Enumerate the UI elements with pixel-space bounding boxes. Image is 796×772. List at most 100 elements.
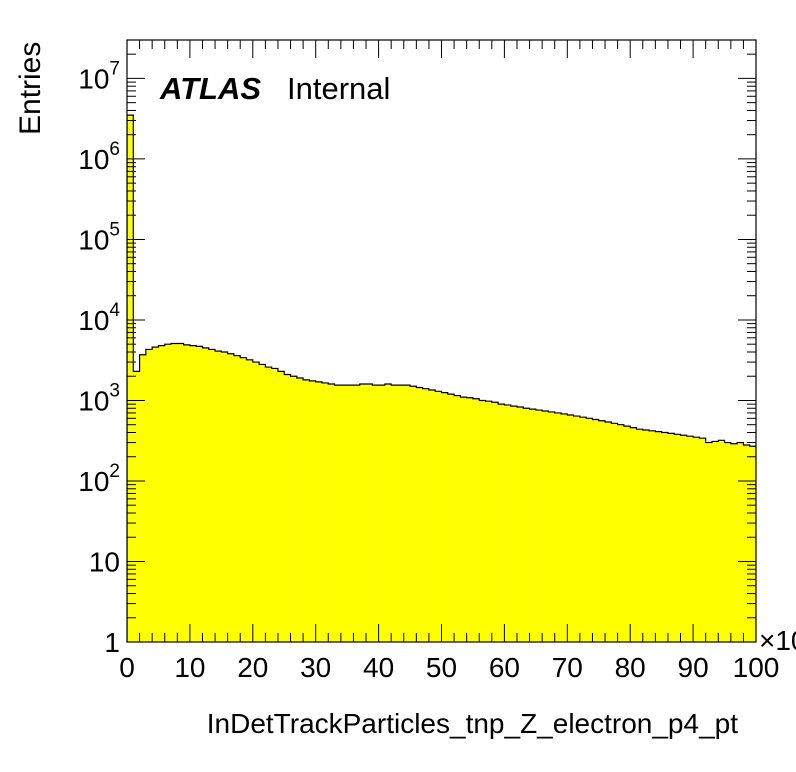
x-tick-label: 100 <box>733 652 780 683</box>
histogram-bar <box>359 384 367 642</box>
histogram-bar <box>649 430 656 642</box>
histogram-bar <box>737 442 744 642</box>
histogram-bar <box>378 385 386 642</box>
histogram-bar <box>529 409 537 642</box>
y-tick-labels: 1 10 102 103 104 105 106 107 <box>78 58 120 658</box>
histogram-bar <box>290 376 298 642</box>
histogram-bar <box>441 392 449 642</box>
histogram-bar <box>171 343 178 642</box>
y-tick-label: 103 <box>78 380 120 416</box>
histogram-bar <box>498 404 505 642</box>
histogram-bar <box>145 349 153 642</box>
histogram-bar <box>416 387 423 642</box>
histogram-bar <box>693 437 700 642</box>
histogram-bar <box>605 422 612 642</box>
histogram-bar <box>724 442 732 642</box>
histogram-bar <box>561 413 568 642</box>
histogram-bar <box>573 416 581 642</box>
x-axis-title: InDetTrackParticles_tnp_Z_electron_p4_pt <box>207 708 738 739</box>
internal-label: Internal <box>287 71 390 106</box>
y-tick-label: 1 <box>104 627 120 658</box>
histogram-bar <box>655 431 662 642</box>
histogram-bar <box>372 385 379 642</box>
histogram-bar <box>699 438 706 642</box>
histogram-bar <box>397 385 405 642</box>
histogram-bar <box>630 427 637 642</box>
histogram-bar <box>410 386 417 642</box>
histogram-bar <box>743 444 751 642</box>
histogram-bar <box>366 384 373 642</box>
x-tick-label: 30 <box>300 652 331 683</box>
histogram-bar <box>523 408 530 642</box>
y-axis-title: Entries <box>14 42 47 135</box>
histogram-bar <box>504 404 511 642</box>
histogram-bar <box>265 367 272 642</box>
histogram-bar <box>705 442 713 642</box>
y-tick-label: 102 <box>78 461 120 497</box>
histogram-bar <box>259 364 266 642</box>
histogram-bar <box>246 359 254 642</box>
histogram-bar <box>189 345 197 642</box>
axis-ticks <box>126 39 757 643</box>
histogram-bar <box>592 419 600 642</box>
x-tick-label: 50 <box>426 652 457 683</box>
histogram-bar <box>315 381 323 642</box>
x-tick-label: 0 <box>119 652 135 683</box>
y-tick-label: 106 <box>78 139 120 175</box>
histogram-bar <box>215 351 222 642</box>
histogram-bar <box>749 446 756 642</box>
histogram-bar <box>127 115 134 642</box>
histogram-bar <box>730 443 738 642</box>
histogram-bar <box>447 394 455 642</box>
histogram-bar <box>579 417 587 642</box>
histogram-bar <box>133 371 140 642</box>
histogram-bar <box>598 420 606 642</box>
histogram-bar <box>284 374 291 642</box>
atlas-label: ATLAS <box>159 71 261 106</box>
histogram-bar <box>321 382 329 642</box>
x-tick-labels: 0 10 20 30 40 50 60 70 80 90 100 <box>119 652 779 683</box>
histogram-bar <box>661 432 669 642</box>
histogram-bar <box>674 434 681 642</box>
histogram-bar <box>542 410 549 642</box>
histogram-bar <box>403 385 411 642</box>
histogram-bar <box>479 400 486 642</box>
histogram-bar <box>535 410 543 642</box>
histogram-bar <box>454 395 461 642</box>
x-tick-label: 20 <box>237 652 268 683</box>
histogram-bar <box>472 398 480 642</box>
histogram-bar <box>554 412 562 642</box>
y-tick-label: 104 <box>78 300 120 336</box>
histogram-bar <box>391 385 398 642</box>
histogram-bar <box>680 435 688 642</box>
histogram-bar <box>435 391 442 642</box>
histogram-bars <box>127 115 756 642</box>
histogram-bar <box>491 402 499 642</box>
histogram-bar <box>384 384 392 642</box>
histogram-bar <box>208 349 216 642</box>
histogram-bar <box>340 385 348 642</box>
x-tick-label: 80 <box>615 652 646 683</box>
histogram-bar <box>611 423 618 642</box>
histogram-bar <box>347 385 354 642</box>
x-tick-label: 60 <box>489 652 520 683</box>
x-tick-label: 40 <box>363 652 394 683</box>
histogram-bar <box>271 368 279 642</box>
histogram-bar <box>711 441 719 642</box>
histogram-bar <box>428 389 436 642</box>
histogram-bar <box>636 429 644 642</box>
histogram-bar <box>718 440 725 642</box>
histogram-bar <box>686 436 694 642</box>
histogram-bar <box>328 384 335 642</box>
x-multiplier-label: ×10 <box>759 625 796 656</box>
histogram-bar <box>485 401 493 642</box>
histogram-bar <box>183 344 191 642</box>
histogram-bar <box>164 344 172 642</box>
x-tick-label: 70 <box>552 652 583 683</box>
histogram-bar <box>139 354 147 642</box>
histogram-bar <box>221 351 228 642</box>
histogram-bar <box>158 345 166 642</box>
histogram-bar <box>152 347 159 642</box>
histogram-bar <box>202 347 210 642</box>
